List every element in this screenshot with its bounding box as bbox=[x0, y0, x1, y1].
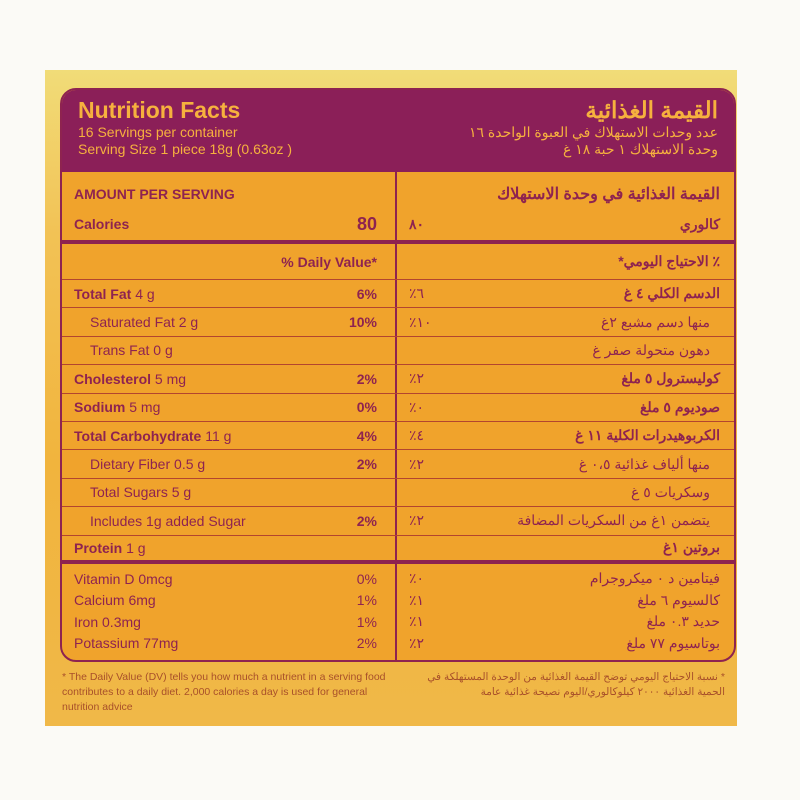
serving-size-ar: وحدة الاستهلاك ١ حبة ١٨ غ bbox=[562, 141, 718, 157]
calories-value-ar: ٨٠ bbox=[409, 215, 425, 232]
vitamin-dv-ar: ٠٪ bbox=[409, 570, 425, 587]
vitamin-row: Calcium 6mg 1% كالسيوم ٦ ملغ ١٪ bbox=[62, 589, 734, 611]
amount-row: AMOUNT PER SERVING القيمة الغذائية في وح… bbox=[62, 172, 734, 208]
daily-value-header-ar: ٪ الاحتياج اليومي* bbox=[618, 253, 720, 269]
nutrient-dv-ar: ٤٪ bbox=[409, 427, 425, 444]
nutrient-row: Cholesterol 5 mg 2% كوليسترول ٥ ملغ ٢٪ bbox=[62, 365, 734, 394]
nutrient-amount: 1 g bbox=[126, 539, 146, 556]
nutrient-dv: 4% bbox=[356, 427, 377, 444]
nutrient-name: Trans Fat bbox=[90, 342, 150, 359]
vitamin-row: Potassium 77mg 2% بوتاسيوم ٧٧ ملغ ٢٪ bbox=[62, 632, 734, 654]
nutrient-dv: 0% bbox=[356, 399, 377, 416]
nutrient-name-ar: الدسم الكلي ٤ غ bbox=[623, 285, 720, 302]
nutrient-dv-ar: ٦٪ bbox=[409, 285, 425, 302]
nutrient-dv-ar: ٢٪ bbox=[409, 455, 425, 472]
nutrient-row: Total Sugars 5 g وسكريات ٥ غ bbox=[62, 479, 734, 508]
nutrient-name-ar: دهون متحولة صفر غ bbox=[592, 341, 710, 358]
nutrient-amount: 4 g bbox=[135, 285, 155, 302]
vitamin-row: Iron 0.3mg 1% حديد ٠.٣ ملغ ١٪ bbox=[62, 611, 734, 633]
vitamin-dv-ar: ٢٪ bbox=[409, 634, 425, 651]
nutrient-row: Total Carbohydrate 11 g 4% الكربوهيدرات ا… bbox=[62, 422, 734, 451]
nutrient-amount: 5 mg bbox=[154, 370, 187, 387]
nutrient-name: Protein bbox=[74, 539, 123, 556]
nutrient-amount: 2 g bbox=[178, 314, 199, 331]
calories-label-ar: كالوري bbox=[679, 215, 720, 232]
vitamin-list: Vitamin D 0mcg 0% فيتامين د ٠ ميكروجرام ٠٪… bbox=[62, 564, 734, 654]
vitamin-name-ar: كالسيوم ٦ ملغ bbox=[637, 591, 720, 608]
nutrient-dv: 2% bbox=[356, 370, 377, 387]
nutrient-name: Includes 1g added Sugar bbox=[90, 512, 246, 529]
nutrient-amount: 5 mg bbox=[129, 399, 161, 416]
vitamin-dv-ar: ١٪ bbox=[409, 613, 425, 630]
vitamin-name: Calcium 6mg bbox=[74, 592, 156, 609]
nutrient-name-ar: بروتين ١غ bbox=[663, 539, 720, 556]
amount-label-ar: القيمة الغذائية في وحدة الاستهلاك bbox=[497, 186, 720, 203]
nutrient-row: Total Fat 4 g 6% الدسم الكلي ٤ غ ٦٪ bbox=[62, 280, 734, 309]
vitamin-dv-ar: ١٪ bbox=[409, 591, 425, 608]
nutrient-amount: 0.5 g bbox=[174, 456, 206, 473]
vitamin-dv: 1% bbox=[356, 592, 377, 609]
vitamin-row: Vitamin D 0mcg 0% فيتامين د ٠ ميكروجرام ٠٪ bbox=[62, 568, 734, 590]
nutrient-amount: 0 g bbox=[153, 342, 173, 359]
nutrition-label: Nutrition Facts 16 Servings per containe… bbox=[60, 88, 736, 662]
nutrient-dv-ar: ٢٪ bbox=[409, 370, 425, 387]
nutrient-dv-ar: ١٠٪ bbox=[409, 313, 432, 330]
nutrient-name: Cholesterol bbox=[74, 370, 152, 387]
nutrient-dv: 2% bbox=[356, 512, 377, 529]
daily-value-header-row: % Daily Value* ٪ الاحتياج اليومي* bbox=[62, 244, 734, 280]
nutrient-row: Dietary Fiber 0.5 g 2% منها ألياف غذائية … bbox=[62, 450, 734, 479]
vitamin-name-ar: بوتاسيوم ٧٧ ملغ bbox=[626, 634, 720, 651]
servings-ar: عدد وحدات الاستهلاك في العبوة الواحدة ١٦ bbox=[468, 124, 718, 140]
nutrient-name: Total Sugars bbox=[90, 484, 168, 501]
serving-size-en: Serving Size 1 piece 18g (0.63oz ) bbox=[78, 141, 293, 157]
title-en: Nutrition Facts bbox=[78, 97, 241, 123]
nutrient-row: Protein 1 g بروتين ١غ bbox=[62, 536, 734, 564]
label-header: Nutrition Facts 16 Servings per containe… bbox=[62, 90, 734, 172]
footnote-en: * The Daily Value (DV) tells you how muc… bbox=[62, 671, 386, 713]
calories-value: 80 bbox=[356, 213, 377, 234]
calories-row: Calories 80 كالوري ٨٠ bbox=[62, 208, 734, 244]
vitamin-name: Vitamin D 0mcg bbox=[74, 570, 173, 587]
nutrient-name-ar: صوديوم ٥ ملغ bbox=[639, 398, 720, 415]
nutrient-name-ar: وسكريات ٥ غ bbox=[631, 483, 710, 500]
vitamin-name: Iron 0.3mg bbox=[74, 613, 141, 630]
nutrient-row: Saturated Fat 2 g 10% منها دسم مشبع ٢غ ١٠٪ bbox=[62, 308, 734, 337]
nutrient-list: Total Fat 4 g 6% الدسم الكلي ٤ غ ٦٪ Saturat… bbox=[62, 280, 734, 564]
nutrient-name-ar: يتضمن ١غ من السكريات المضافة bbox=[517, 512, 710, 529]
servings-en: 16 Servings per container bbox=[78, 124, 238, 140]
nutrient-row: Trans Fat 0 g دهون متحولة صفر غ bbox=[62, 337, 734, 366]
nutrient-row: Includes 1g added Sugar 2% يتضمن ١غ من ا… bbox=[62, 507, 734, 536]
column-divider bbox=[395, 172, 397, 660]
vitamin-name: Potassium 77mg bbox=[74, 635, 179, 652]
nutrient-amount: 11 g bbox=[205, 427, 232, 444]
nutrient-amount: 5 g bbox=[171, 484, 192, 501]
vitamin-dv: 2% bbox=[356, 635, 377, 652]
title-ar: القيمة الغذائية bbox=[585, 97, 718, 123]
calories-label-en: Calories bbox=[74, 216, 130, 232]
amount-label-en: AMOUNT PER SERVING bbox=[74, 186, 235, 202]
vitamin-name-ar: فيتامين د ٠ ميكروجرام bbox=[589, 570, 720, 587]
nutrient-name: Total Carbohydrate bbox=[74, 427, 202, 444]
nutrient-name: Sodium bbox=[74, 399, 126, 416]
nutrient-name-ar: منها دسم مشبع ٢غ bbox=[601, 313, 710, 330]
nutrient-dv-ar: ٠٪ bbox=[409, 398, 425, 415]
vitamin-dv: 0% bbox=[356, 570, 377, 587]
vitamin-dv: 1% bbox=[356, 613, 377, 630]
footnote-ar: * نسبة الاحتياج اليومي توضح القيمة الغذا… bbox=[427, 671, 725, 698]
nutrient-dv-ar: ٢٪ bbox=[409, 512, 425, 529]
daily-value-header-en: % Daily Value* bbox=[281, 253, 377, 270]
nutrient-dv: 10% bbox=[348, 314, 377, 331]
nutrient-name-ar: منها ألياف غذائية ٠،٥ غ bbox=[578, 455, 710, 472]
nutrient-name: Total Fat bbox=[74, 285, 132, 302]
nutrient-name: Dietary Fiber bbox=[90, 456, 171, 473]
nutrient-name-ar: الكربوهيدرات الكلية ١١ غ bbox=[575, 427, 720, 444]
nutrient-name-ar: كوليسترول ٥ ملغ bbox=[621, 370, 720, 387]
nutrient-row: Sodium 5 mg 0% صوديوم ٥ ملغ ٠٪ bbox=[62, 394, 734, 422]
nutrient-name: Saturated Fat bbox=[90, 314, 175, 331]
nutrient-dv: 6% bbox=[356, 285, 377, 302]
vitamin-name-ar: حديد ٠.٣ ملغ bbox=[646, 613, 720, 630]
nutrient-dv: 2% bbox=[356, 456, 377, 473]
